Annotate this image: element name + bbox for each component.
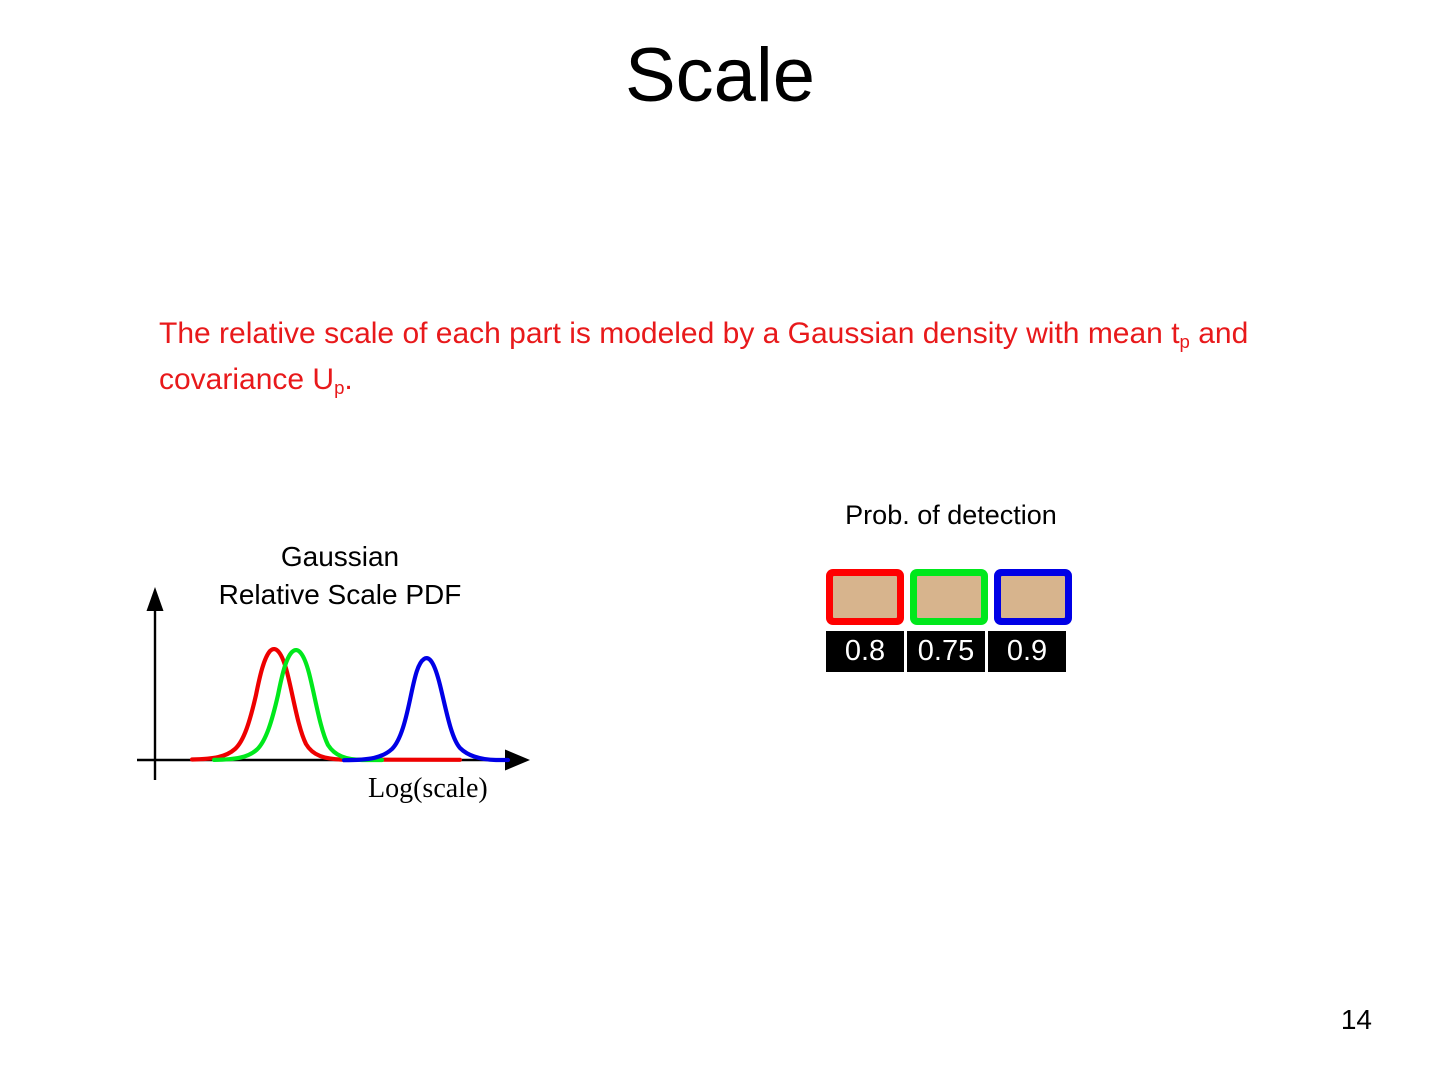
pdf-curve-red [189, 646, 463, 762]
gaussian-pdf-figure: Gaussian Relative Scale PDF Log(scale) [130, 535, 550, 825]
pdf-curve-blue [341, 656, 511, 763]
part-patch-red[interactable] [826, 569, 904, 625]
subscript-p-2: p [334, 377, 345, 399]
body-paragraph-part-2: and covariance U [159, 317, 1249, 396]
subscript-p-1: p [1179, 331, 1190, 353]
detection-panel-title: Prob. of detection [845, 500, 1057, 530]
pdf-curve-green [211, 647, 385, 763]
body-paragraph-period: . [344, 363, 353, 396]
detection-score-red: 0.8 [826, 631, 904, 672]
body-paragraph-part-1: The relative scale of each part is model… [159, 317, 1180, 350]
pdf-plot [137, 587, 530, 780]
body-paragraph: The relative scale of each part is model… [159, 312, 1279, 404]
mouth-patch-icon [1001, 576, 1065, 618]
x-axis-arrowhead-icon [505, 749, 530, 771]
part-patch-row [826, 569, 1072, 625]
part-patch-blue[interactable] [994, 569, 1072, 625]
part-patch-green[interactable] [910, 569, 988, 625]
detection-score-green: 0.75 [907, 631, 985, 672]
x-axis-label: Log(scale) [368, 773, 488, 804]
page-number: 14 [1340, 1004, 1372, 1035]
eye-patch-icon [917, 576, 981, 618]
y-axis-arrowhead-icon [146, 587, 164, 611]
eye-patch-icon [833, 576, 897, 618]
pdf-caption: Gaussian Relative Scale PDF [218, 541, 462, 610]
detection-score-row: 0.8 0.75 0.9 [826, 631, 1066, 672]
detection-score-blue: 0.9 [988, 631, 1066, 672]
page-title: Scale [624, 33, 816, 118]
